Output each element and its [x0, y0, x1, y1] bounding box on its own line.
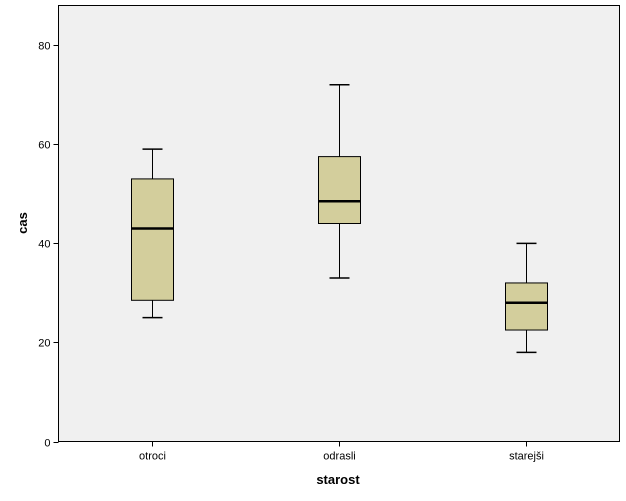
iqr-box — [131, 178, 174, 301]
iqr-box — [318, 156, 361, 224]
box-3 — [505, 242, 548, 354]
y-tick-label: 40 — [38, 239, 50, 251]
x-axis-title: starost — [316, 472, 360, 487]
y-tick-label: 20 — [38, 338, 50, 350]
y-tick-label: 0 — [44, 438, 50, 450]
x-axis: otroci odrasli starejši — [139, 441, 544, 463]
x-tick-label: starejši — [509, 451, 544, 463]
x-tick-label: odrasli — [323, 451, 355, 463]
box-1 — [131, 148, 174, 319]
y-tick-label: 60 — [38, 140, 50, 152]
boxes-group — [131, 84, 548, 354]
y-axis-title: cas — [15, 212, 30, 234]
x-tick-label: otroci — [139, 451, 166, 463]
y-axis: 0 20 40 60 80 — [38, 41, 59, 450]
box-2 — [318, 84, 361, 279]
iqr-box — [505, 282, 548, 331]
y-tick-label: 80 — [38, 41, 50, 53]
